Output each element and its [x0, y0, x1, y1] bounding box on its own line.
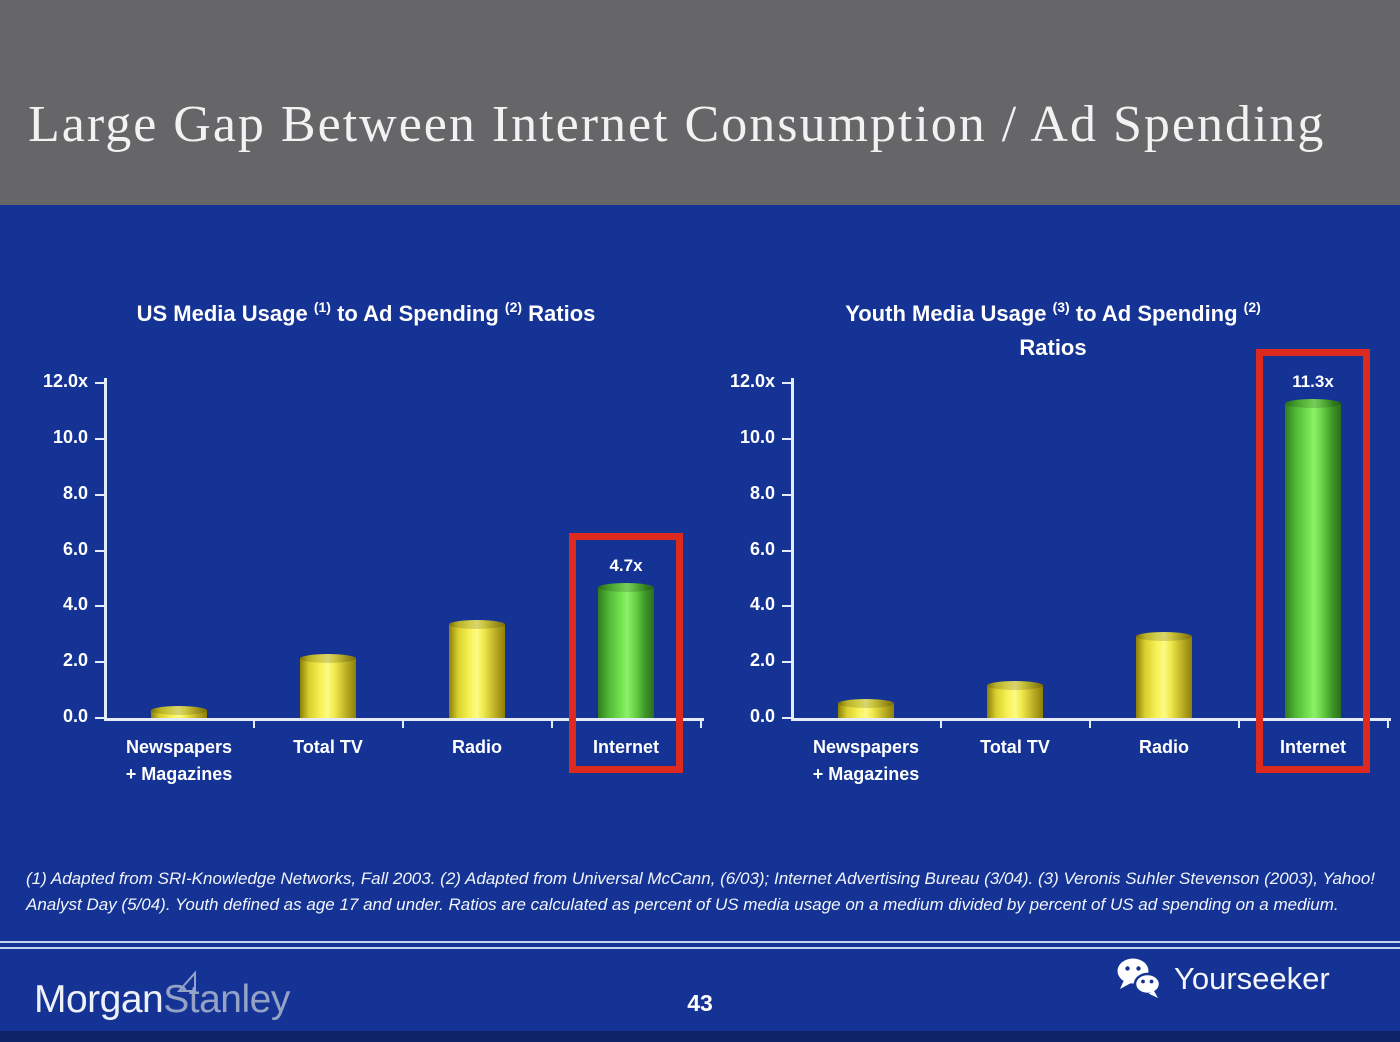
y-tick: [95, 549, 104, 552]
y-tick: [782, 717, 791, 719]
slide-header: Large Gap Between Internet Consumption /…: [0, 0, 1400, 205]
category-label: Newspapers + Magazines: [125, 737, 233, 784]
bar-internet: [598, 586, 654, 718]
category-label: Internet: [1279, 737, 1346, 757]
yourseeker-label: Yourseeker: [1174, 961, 1330, 996]
title-superscript: (2): [1243, 299, 1261, 315]
bar-value-label: 11.3x: [1292, 371, 1334, 391]
x-tick: [1387, 720, 1389, 728]
y-tick-label: 12.0x: [729, 371, 775, 391]
highlight-box: [569, 532, 683, 773]
title-superscript: (1): [313, 299, 331, 315]
category-label: Total TV: [980, 737, 1050, 757]
y-tick-label: 8.0: [62, 482, 88, 503]
y-tick: [95, 605, 104, 608]
y-tick-label: 4.0: [62, 594, 88, 615]
y-tick-label: 0.0: [62, 706, 88, 726]
highlight-box: [1256, 348, 1370, 773]
category-label: Radio: [451, 737, 502, 757]
y-tick: [782, 605, 791, 608]
title-superscript: (2): [504, 299, 523, 315]
x-tick: [402, 720, 404, 728]
bar-internet: [1285, 402, 1341, 718]
footnote: (1) Adapted from SRI-Knowledge Networks,…: [26, 869, 1376, 914]
bar-newspapers: [151, 709, 207, 718]
y-tick-label: 12.0x: [42, 371, 88, 391]
x-tick: [940, 720, 942, 728]
title-text: Ratios: [1019, 335, 1087, 360]
morgan-stanley-logo-part1: Morgan: [34, 978, 164, 1021]
y-tick-label: 2.0: [749, 650, 775, 671]
y-tick: [782, 549, 791, 552]
x-tick: [551, 720, 553, 728]
x-axis: [791, 718, 1391, 721]
y-tick: [782, 437, 791, 440]
page-number: 43: [687, 990, 713, 1016]
bottom-strip: [0, 1031, 1400, 1042]
x-tick: [1089, 720, 1091, 728]
wechat-icon: [1117, 958, 1162, 998]
y-axis: [791, 378, 794, 720]
x-tick: [1238, 720, 1240, 728]
y-tick: [95, 717, 104, 719]
title-text: US Media Usage: [136, 301, 314, 326]
y-tick: [782, 661, 791, 664]
bar-radio: [449, 624, 505, 718]
divider-rule: [0, 941, 1400, 949]
morgan-stanley-logo: MorganStanley: [34, 970, 290, 1022]
y-tick-label: 8.0: [749, 482, 775, 503]
y-tick: [95, 437, 104, 440]
y-tick-label: 2.0: [62, 650, 88, 671]
x-axis: [104, 718, 704, 721]
y-tick: [782, 493, 791, 496]
y-tick-label: 6.0: [749, 538, 775, 559]
y-tick-label: 6.0: [62, 538, 88, 559]
title-superscript: (3): [1052, 299, 1070, 315]
y-tick: [95, 661, 104, 664]
bar-total-tv: [987, 684, 1043, 718]
category-label: Newspapers + Magazines: [812, 737, 920, 784]
bar-value-label: 4.7x: [609, 555, 643, 575]
x-tick: [700, 720, 702, 728]
chart-title: US Media Usage (1) to Ad Spending (2) Ra…: [66, 290, 666, 331]
category-label: Total TV: [293, 737, 363, 757]
y-axis: [104, 378, 107, 720]
y-tick-label: 10.0: [739, 426, 775, 447]
bar-newspapers: [838, 702, 894, 718]
page-title: Large Gap Between Internet Consumption /…: [28, 96, 1326, 153]
title-text: Ratios: [522, 301, 596, 326]
bar-radio: [1136, 635, 1192, 718]
yourseeker-brand: Yourseeker: [1116, 958, 1330, 1000]
x-tick: [253, 720, 255, 728]
chart-title: Youth Media Usage (3) to Ad Spending (2)…: [753, 290, 1353, 365]
bar-total-tv: [300, 657, 356, 718]
title-text: to Ad Spending: [330, 301, 505, 326]
title-text: to Ad Spending: [1069, 301, 1244, 326]
title-text: Youth Media Usage: [845, 301, 1053, 326]
triangle-flag-icon: [176, 970, 196, 992]
y-tick: [95, 493, 104, 496]
category-label: Radio: [1138, 737, 1189, 757]
y-tick: [95, 382, 104, 384]
y-tick: [782, 382, 791, 384]
y-tick-label: 10.0: [52, 426, 88, 447]
y-tick-label: 4.0: [749, 594, 775, 615]
category-label: Internet: [592, 737, 659, 757]
y-tick-label: 0.0: [749, 706, 775, 726]
